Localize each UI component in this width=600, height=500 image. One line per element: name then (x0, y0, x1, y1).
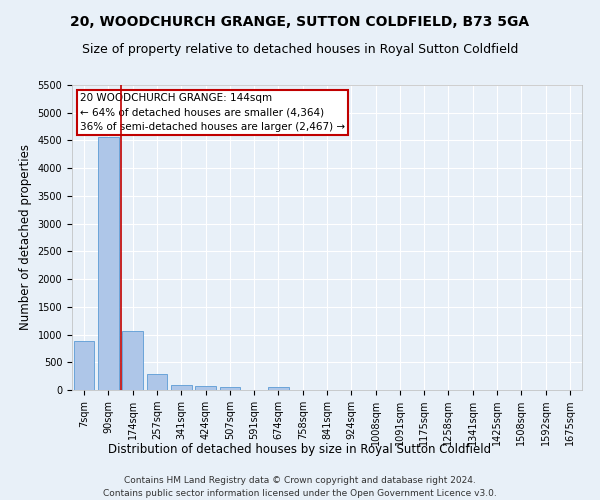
Text: Distribution of detached houses by size in Royal Sutton Coldfield: Distribution of detached houses by size … (109, 442, 491, 456)
Text: 20, WOODCHURCH GRANGE, SUTTON COLDFIELD, B73 5GA: 20, WOODCHURCH GRANGE, SUTTON COLDFIELD,… (70, 15, 530, 29)
Bar (74, 341, 94, 390)
Text: 20 WOODCHURCH GRANGE: 144sqm
← 64% of detached houses are smaller (4,364)
36% of: 20 WOODCHURCH GRANGE: 144sqm ← 64% of de… (80, 92, 345, 132)
Bar (98, 137, 119, 390)
Bar (268, 387, 289, 390)
Bar (171, 385, 191, 390)
Bar (122, 331, 143, 390)
Text: Contains HM Land Registry data © Crown copyright and database right 2024.
Contai: Contains HM Land Registry data © Crown c… (103, 476, 497, 498)
Y-axis label: Number of detached properties: Number of detached properties (19, 144, 32, 330)
Text: Size of property relative to detached houses in Royal Sutton Coldfield: Size of property relative to detached ho… (82, 42, 518, 56)
Bar (220, 386, 240, 390)
Bar (146, 374, 167, 390)
Bar (195, 386, 216, 390)
